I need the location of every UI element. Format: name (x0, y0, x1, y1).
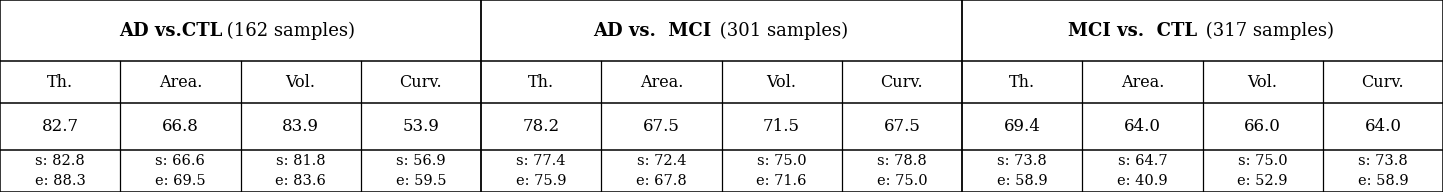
Text: s: 82.8: s: 82.8 (35, 154, 85, 168)
Text: e: 58.9: e: 58.9 (997, 174, 1048, 188)
Text: 69.4: 69.4 (1004, 118, 1040, 135)
Text: Area.: Area. (1121, 74, 1165, 91)
Text: MCI vs.  CTL: MCI vs. CTL (1068, 22, 1198, 40)
Text: e: 59.5: e: 59.5 (395, 174, 446, 188)
Text: s: 81.8: s: 81.8 (276, 154, 326, 168)
Text: e: 67.8: e: 67.8 (636, 174, 687, 188)
Text: s: 56.9: s: 56.9 (395, 154, 446, 168)
Text: AD vs.CTL: AD vs.CTL (120, 22, 222, 40)
Text: (301 samples): (301 samples) (713, 22, 847, 40)
Text: s: 72.4: s: 72.4 (636, 154, 685, 168)
Text: e: 40.9: e: 40.9 (1117, 174, 1167, 188)
Text: Vol.: Vol. (766, 74, 797, 91)
Text: s: 75.0: s: 75.0 (756, 154, 807, 168)
Text: Curv.: Curv. (880, 74, 924, 91)
Text: Curv.: Curv. (400, 74, 442, 91)
Text: s: 66.6: s: 66.6 (156, 154, 205, 168)
Text: Area.: Area. (639, 74, 683, 91)
Text: e: 88.3: e: 88.3 (35, 174, 85, 188)
Text: 53.9: 53.9 (403, 118, 439, 135)
Text: 82.7: 82.7 (42, 118, 79, 135)
Text: e: 71.6: e: 71.6 (756, 174, 807, 188)
Text: AD vs.  MCI: AD vs. MCI (593, 22, 711, 40)
Text: Th.: Th. (1009, 74, 1035, 91)
Text: 66.0: 66.0 (1244, 118, 1281, 135)
Text: e: 69.5: e: 69.5 (154, 174, 206, 188)
Text: Th.: Th. (528, 74, 554, 91)
Text: 83.9: 83.9 (283, 118, 319, 135)
Text: 64.0: 64.0 (1124, 118, 1160, 135)
Text: e: 58.9: e: 58.9 (1358, 174, 1408, 188)
Text: (162 samples): (162 samples) (221, 22, 355, 40)
Text: s: 78.8: s: 78.8 (877, 154, 926, 168)
Text: s: 64.7: s: 64.7 (1117, 154, 1167, 168)
Text: s: 73.8: s: 73.8 (997, 154, 1048, 168)
Text: 71.5: 71.5 (763, 118, 799, 135)
Text: Area.: Area. (159, 74, 202, 91)
Text: s: 77.4: s: 77.4 (517, 154, 566, 168)
Text: Th.: Th. (48, 74, 74, 91)
Text: e: 83.6: e: 83.6 (276, 174, 326, 188)
Text: Vol.: Vol. (1248, 74, 1277, 91)
Text: 78.2: 78.2 (522, 118, 560, 135)
Text: 67.5: 67.5 (883, 118, 921, 135)
Text: e: 75.9: e: 75.9 (517, 174, 566, 188)
Text: 64.0: 64.0 (1365, 118, 1401, 135)
Text: (317 samples): (317 samples) (1201, 22, 1335, 40)
Text: s: 75.0: s: 75.0 (1238, 154, 1287, 168)
Text: 66.8: 66.8 (162, 118, 199, 135)
Text: e: 75.0: e: 75.0 (876, 174, 928, 188)
Text: Vol.: Vol. (286, 74, 316, 91)
Text: 67.5: 67.5 (644, 118, 680, 135)
Text: Curv.: Curv. (1362, 74, 1404, 91)
Text: e: 52.9: e: 52.9 (1238, 174, 1287, 188)
Text: s: 73.8: s: 73.8 (1358, 154, 1408, 168)
